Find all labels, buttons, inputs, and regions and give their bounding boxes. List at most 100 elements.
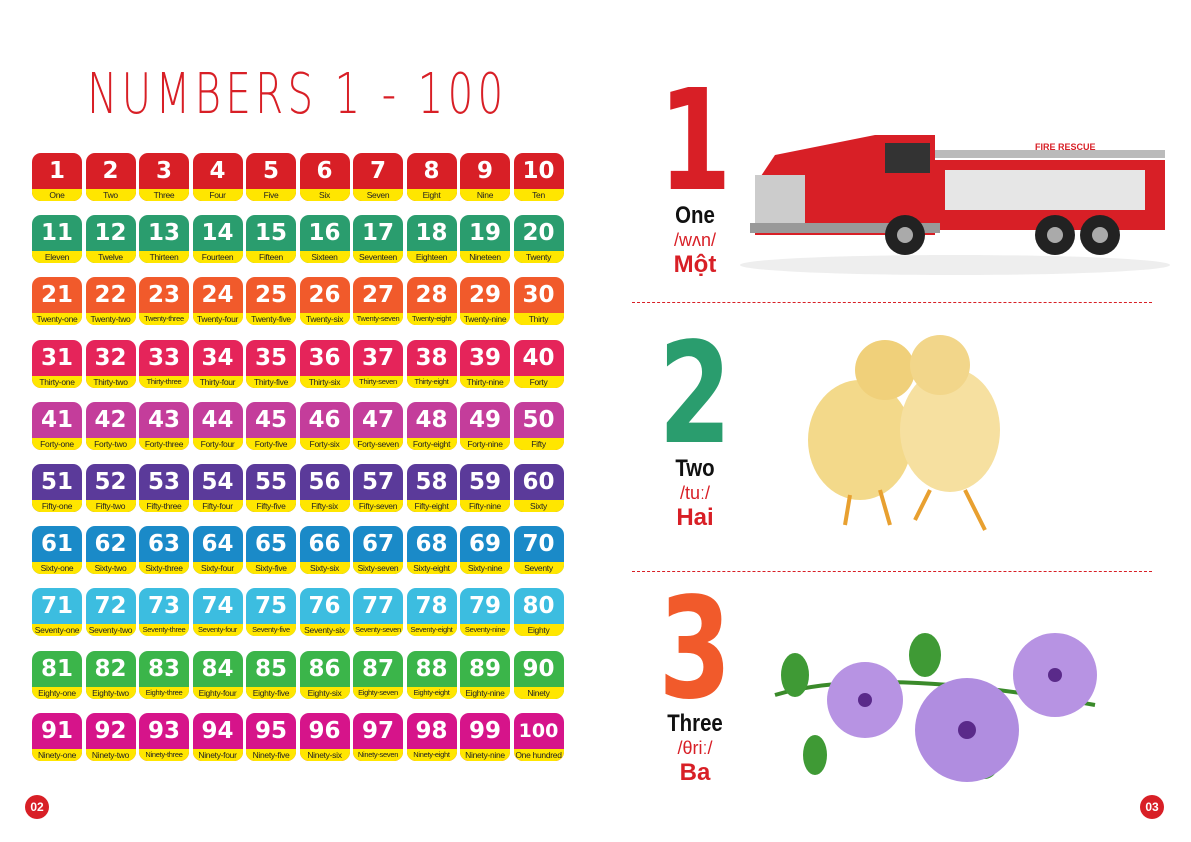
tile-word: Ninety-one (32, 748, 82, 761)
tile-number: 52 (94, 469, 127, 495)
tile-word: Seventy-nine (460, 624, 510, 637)
tile-word: Seventy-four (192, 624, 243, 637)
tile-number: 78 (415, 593, 448, 620)
tile-number: 73 (147, 593, 180, 620)
tile-number: 66 (308, 531, 341, 558)
tile-number: 100 (518, 719, 559, 742)
tile-word: One hundred (513, 748, 564, 761)
tile-word: Fifty-eight (406, 500, 457, 512)
tile-number: 58 (415, 469, 448, 495)
number-tile: 73 Seventy-three (139, 588, 189, 637)
tile-word: Fifty-two (85, 500, 136, 512)
tile-number: 80 (522, 593, 555, 620)
tile-number: 9 (476, 158, 493, 184)
tile-number: 46 (308, 406, 341, 433)
tile-word: Ninety-two (85, 748, 136, 761)
number-tile: 66 Sixty-six (299, 526, 350, 575)
tile-word: Sixty-three (139, 562, 189, 575)
number-tile: 79 Seventy-nine (460, 588, 510, 637)
number-tile: 54 Fifty-four (192, 464, 243, 512)
tile-word: Fifty-nine (460, 500, 510, 512)
tile-number: 50 (522, 406, 555, 433)
tile-number: 63 (147, 531, 180, 558)
tile-number: 35 (254, 344, 287, 371)
tile-word: Sixty-seven (353, 562, 403, 575)
tile-number: 33 (147, 344, 180, 371)
fire-truck-image: FIRE RESCUE (740, 135, 1170, 275)
number-tile: 33 Thirty-three (139, 339, 189, 388)
tile-number: 51 (40, 469, 73, 495)
number-tile: 44 Forty-four (192, 401, 243, 450)
number-tile: 84 Eighty-four (192, 650, 243, 699)
number-tile: 94 Ninety-four (192, 712, 243, 761)
tile-word: Eleven (32, 251, 82, 264)
tile-number: 76 (308, 593, 341, 620)
tile-word: Twenty (513, 251, 564, 264)
tile-word: Seventy-six (299, 624, 350, 637)
tile-number: 6 (316, 158, 333, 184)
number-tile: 21 Twenty-one (32, 277, 82, 326)
number-tile: 53 Fifty-three (139, 464, 189, 512)
number-tile: 74 Seventy-four (192, 588, 243, 637)
number-tile: 5 Five (246, 153, 296, 201)
tile-number: 74 (201, 593, 234, 620)
tile-word: Twenty-nine (460, 313, 510, 326)
number-tile: 17 Seventeen (353, 215, 403, 264)
tile-number: 86 (308, 655, 341, 682)
tile-number: 90 (522, 655, 555, 682)
tile-number: 61 (40, 531, 73, 558)
number-tile: 76 Seventy-six (299, 588, 350, 637)
tile-number: 22 (94, 282, 127, 309)
number-tile: 47 Forty-seven (353, 401, 403, 450)
tile-number: 43 (147, 406, 180, 433)
number-tile: 23 Twenty-three (139, 277, 189, 326)
tile-word: Seven (353, 189, 403, 201)
tile-number: 55 (254, 469, 287, 495)
tile-number: 96 (308, 717, 341, 744)
number-tile: 34 Thirty-four (192, 339, 243, 388)
tile-word: Eighty-seven (353, 686, 403, 699)
tile-number: 93 (147, 717, 180, 744)
tile-number: 81 (40, 655, 73, 682)
number-tile: 65 Sixty-five (246, 526, 296, 575)
number-tile: 99 Ninety-nine (460, 712, 510, 761)
tile-number: 7 (369, 158, 386, 184)
number-tile: 27 Twenty-seven (353, 277, 403, 326)
tile-word: Fifty-five (246, 500, 296, 512)
tile-word: Eighty-five (246, 686, 296, 699)
flowers-image (774, 633, 1097, 782)
number-tile: 58 Fifty-eight (406, 464, 457, 512)
number-tile: 41 Forty-one (32, 401, 82, 450)
number-tile: 89 Eighty-nine (460, 650, 510, 699)
tile-word: Thirty-two (85, 375, 136, 388)
number-tile: 4 Four (192, 153, 243, 201)
tile-word: Thirty-eight (406, 375, 457, 388)
tile-number: 23 (147, 282, 180, 309)
entry-two: 2 Two /tuː/ Hai (640, 325, 750, 532)
tile-word: Twenty-seven (353, 313, 403, 326)
tile-word: Seventy-three (139, 624, 189, 637)
entry-vietnamese: Ba (679, 759, 711, 786)
tile-number: 54 (201, 469, 234, 495)
tile-word: Eighty-four (192, 686, 243, 699)
tile-word: Forty-two (85, 437, 136, 450)
number-tile: 36 Thirty-six (299, 339, 350, 388)
number-tile: 31 Thirty-one (32, 339, 82, 388)
tile-word: Nineteen (460, 251, 510, 264)
tile-word: Sixteen (299, 251, 350, 264)
number-tile: 70 Seventy (513, 526, 564, 575)
tile-word: Eighty-eight (406, 686, 457, 699)
tile-number: 71 (40, 593, 73, 620)
tile-word: Ten (513, 189, 564, 201)
number-tile: 45 Forty-five (246, 401, 296, 450)
tile-number: 56 (308, 469, 341, 495)
tile-number: 67 (361, 531, 394, 558)
number-tile: 18 Eighteen (406, 215, 457, 264)
tile-word: Eighty-one (32, 686, 82, 699)
tile-word: Fourteen (192, 251, 243, 264)
number-tile: 9 Nine (460, 153, 510, 201)
number-tile: 52 Fifty-two (85, 464, 136, 512)
number-tile: 88 Eighty-eight (406, 650, 457, 699)
tile-number: 85 (254, 655, 287, 682)
tile-word: Forty (513, 375, 564, 388)
